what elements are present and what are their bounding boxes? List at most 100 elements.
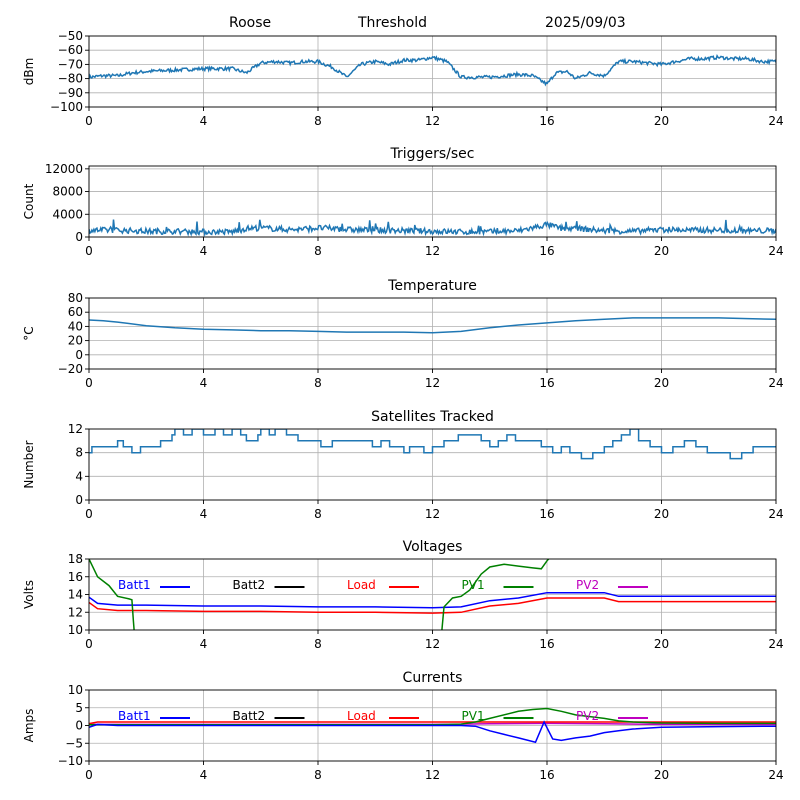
x-tick-label: 0 [85,114,93,128]
x-tick-label: 0 [85,637,93,651]
legend-label-batt2: Batt2 [233,578,266,592]
x-tick-label: 8 [314,114,322,128]
y-tick-label: 0 [75,230,83,244]
y-tick-label: 0 [75,348,83,362]
series-line-load [89,597,776,614]
legend-label-batt1: Batt1 [118,709,151,723]
y-tick-label: 8 [75,446,83,460]
x-tick-label: 0 [85,507,93,521]
x-tick-label: 16 [539,768,554,782]
x-tick-label: 12 [425,637,440,651]
y-tick-label: −100 [50,100,83,114]
series-line-2-0 [89,317,776,334]
chart-title: Temperature [387,278,477,294]
x-tick-label: 24 [768,768,783,782]
y-tick-label: 8000 [52,185,83,199]
series-line-0-0 [89,54,776,87]
x-tick-label: 4 [200,244,208,258]
y-tick-label: 20 [68,334,83,348]
x-tick-label: 24 [768,114,783,128]
x-tick-label: 20 [654,507,669,521]
x-tick-label: 12 [425,507,440,521]
y-tick-label: 18 [68,552,83,566]
x-tick-label: 24 [768,507,783,521]
legend-label-batt1: Batt1 [118,578,151,592]
y-axis-label: Count [22,183,36,219]
x-tick-label: 16 [539,244,554,258]
x-tick-label: 24 [768,244,783,258]
y-tick-label: 12 [68,422,83,436]
series-line-pv1 [441,559,550,630]
legend-label-pv1: PV1 [462,578,485,592]
legend-label-load: Load [347,709,376,723]
x-tick-label: 0 [85,376,93,390]
x-tick-label: 4 [200,637,208,651]
chart-title: Satellites Tracked [371,409,494,425]
header-date: 2025/09/03 [545,15,626,31]
header-mode: Threshold [357,15,427,31]
y-axis-label: °C [22,326,36,340]
y-tick-label: 80 [68,291,83,305]
x-tick-label: 24 [768,637,783,651]
y-tick-label: 5 [75,701,83,715]
series-line-batt1 [89,591,776,609]
x-tick-label: 8 [314,768,322,782]
x-tick-label: 16 [539,507,554,521]
chart-title: Triggers/sec [390,146,475,162]
y-tick-label: 4 [75,469,83,483]
x-tick-label: 4 [200,507,208,521]
x-tick-label: 20 [654,376,669,390]
x-tick-label: 12 [425,376,440,390]
x-tick-label: 8 [314,376,322,390]
y-tick-label: −60 [58,43,83,57]
chart-title: Voltages [403,539,463,555]
y-tick-label: −80 [58,72,83,86]
y-tick-label: 0 [75,719,83,733]
y-tick-label: −90 [58,86,83,100]
x-tick-label: 20 [654,114,669,128]
x-tick-label: 12 [425,244,440,258]
x-tick-label: 20 [654,768,669,782]
y-tick-label: 4000 [52,207,83,221]
x-tick-label: 16 [539,376,554,390]
y-tick-label: 40 [68,319,83,333]
legend-label-pv2: PV2 [576,578,599,592]
header-station: Roose [229,15,271,31]
chart-panel-4: 0 4 8 12 16 20 24 10 12 14 16 18 Voltages Volts Batt1 B… [22,539,784,651]
chart-title: Currents [403,670,463,686]
x-tick-label: 12 [425,114,440,128]
x-tick-label: 8 [314,637,322,651]
y-tick-label: 10 [68,683,83,697]
y-tick-label: 14 [68,588,83,602]
y-tick-label: 10 [68,623,83,637]
x-tick-label: 4 [200,768,208,782]
x-tick-label: 0 [85,244,93,258]
x-tick-label: 24 [768,376,783,390]
x-tick-label: 12 [425,768,440,782]
y-axis-label: Number [22,440,36,488]
y-axis-label: Amps [22,709,36,743]
y-tick-label: 12000 [45,162,83,176]
y-tick-label: −50 [58,29,83,43]
y-tick-label: 16 [68,570,83,584]
y-axis-label: dBm [22,58,36,86]
legend-label-batt2: Batt2 [233,709,266,723]
series-line-3-0 [89,429,776,460]
chart-panel-1: 0 4 8 12 16 20 24 0 4000 8000 12000 Triggers/sec Cou… [22,146,784,258]
x-tick-label: 16 [539,114,554,128]
y-tick-label: −70 [58,57,83,71]
chart-panel-0: 0 4 8 12 16 20 24 −100−90−80−70−60−50 dBm [22,29,784,128]
x-tick-label: 20 [654,244,669,258]
y-tick-label: 60 [68,305,83,319]
legend-label-load: Load [347,578,376,592]
series-line-pv1 [89,559,135,630]
series-line-batt1 [89,720,776,744]
chart-panel-3: 0 4 8 12 16 20 24 0 4 8 12 Satellites Tracked Number [22,409,784,521]
y-tick-label: −10 [58,754,83,768]
y-tick-label: 12 [68,605,83,619]
y-tick-label: −20 [58,362,83,376]
x-tick-label: 8 [314,507,322,521]
chart-panel-5: 0 4 8 12 16 20 24 −10 −5 0 5 10 Currents Amps Batt1 Bat… [22,670,784,782]
